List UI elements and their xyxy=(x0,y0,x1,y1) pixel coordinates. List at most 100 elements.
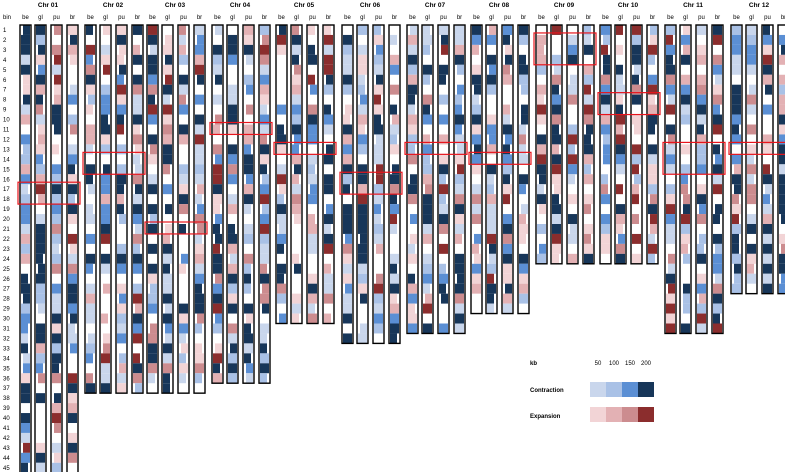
chromosome-title: Chr 09 xyxy=(554,2,575,9)
heatmap-cell xyxy=(21,452,30,463)
heatmap-cell xyxy=(618,233,625,244)
heatmap-cell xyxy=(360,233,367,244)
heatmap-cell xyxy=(292,154,301,165)
heatmap-cell xyxy=(487,224,496,234)
heatmap-cell xyxy=(294,64,301,75)
heatmap-cell xyxy=(537,44,544,55)
chromosome-title: Chr 02 xyxy=(103,2,124,9)
chromosome-title: Chr 11 xyxy=(683,2,703,9)
heatmap-cell xyxy=(133,263,142,274)
heatmap-cell xyxy=(423,74,430,85)
heatmap-cell xyxy=(519,253,528,264)
heatmap-cell xyxy=(537,34,546,45)
heatmap-cell xyxy=(228,164,237,175)
heatmap-cell xyxy=(681,164,690,175)
highlight-box xyxy=(273,141,337,155)
heatmap-cell xyxy=(215,313,222,324)
heatmap-cell xyxy=(163,94,170,105)
heatmap-cell xyxy=(374,204,381,215)
heatmap-cell xyxy=(489,25,496,35)
heatmap-cell xyxy=(101,44,110,55)
heatmap-cell xyxy=(683,194,690,205)
heatmap-cell xyxy=(246,54,253,65)
heatmap-cell xyxy=(648,164,657,175)
heatmap-cell xyxy=(781,214,785,224)
heatmap-cell xyxy=(228,303,237,314)
heatmap-cell xyxy=(390,224,397,234)
heatmap-cell xyxy=(163,84,172,95)
heatmap-cell xyxy=(36,393,45,404)
heatmap-cell xyxy=(747,154,754,165)
bin-label: 8 xyxy=(3,98,7,104)
heatmap-cell xyxy=(23,84,30,95)
heatmap-cell xyxy=(390,313,399,324)
heatmap-cell xyxy=(52,184,61,195)
heatmap-cell xyxy=(165,74,172,85)
heatmap-cell xyxy=(38,303,45,314)
heatmap-cell xyxy=(163,273,172,284)
heatmap-cell xyxy=(554,184,561,195)
heatmap-cell xyxy=(179,34,186,45)
heatmap-cell xyxy=(697,74,706,85)
heatmap-cell xyxy=(734,164,741,175)
heatmap-cell xyxy=(343,333,352,344)
heatmap-cell xyxy=(441,34,448,45)
heatmap-cell xyxy=(21,214,30,224)
heatmap-cell xyxy=(277,233,286,244)
heatmap-cell xyxy=(117,184,124,195)
chromosome-title: Chr 07 xyxy=(425,2,446,9)
heatmap-cell xyxy=(38,64,45,75)
heatmap-cell xyxy=(101,224,110,234)
bin-header: bin xyxy=(3,15,11,21)
heatmap-cell xyxy=(52,174,61,185)
heatmap-cell xyxy=(117,144,126,155)
heatmap-cell xyxy=(616,94,623,105)
heatmap-cell xyxy=(86,144,93,155)
heatmap-cell xyxy=(408,54,417,65)
heatmap-cell xyxy=(601,74,610,85)
heatmap-cell xyxy=(101,104,110,115)
heatmap-cell xyxy=(455,224,464,234)
heatmap-cell xyxy=(21,64,30,75)
heatmap-cell xyxy=(648,114,657,125)
heatmap-cell xyxy=(213,243,220,254)
heatmap-cell xyxy=(101,144,110,155)
heatmap-cell xyxy=(133,54,142,65)
heatmap-cell xyxy=(163,283,172,294)
bin-label: 19 xyxy=(3,207,10,213)
heatmap-cell xyxy=(101,263,110,274)
heatmap-cell xyxy=(260,333,267,344)
heatmap-cell xyxy=(246,104,253,115)
heatmap-cell xyxy=(390,283,399,294)
heatmap-cell xyxy=(308,194,317,205)
heatmap-cell xyxy=(68,233,77,244)
bin-label: 6 xyxy=(3,78,7,84)
heatmap-cell xyxy=(148,353,157,364)
heatmap-cell xyxy=(713,164,722,175)
heatmap-cell xyxy=(455,233,462,244)
heatmap-cell xyxy=(697,283,706,294)
heatmap-cell xyxy=(584,224,593,234)
heatmap-cell xyxy=(568,253,577,264)
chromosome-track xyxy=(341,24,354,345)
heatmap-cell xyxy=(36,174,45,185)
heatmap-cell xyxy=(343,293,352,304)
heatmap-cell xyxy=(732,25,741,35)
heatmap-cell xyxy=(455,124,462,135)
heatmap-cell xyxy=(697,144,706,155)
heatmap-cell xyxy=(616,44,623,55)
bin-label: 25 xyxy=(3,267,10,273)
heatmap-cell xyxy=(487,303,494,314)
heatmap-cell xyxy=(487,263,496,274)
heatmap-cell xyxy=(668,134,675,145)
heatmap-cell xyxy=(408,124,417,135)
heatmap-cell xyxy=(277,204,286,215)
heatmap-cell xyxy=(505,134,512,145)
heatmap-cell xyxy=(117,34,126,45)
heatmap-cell xyxy=(148,104,157,115)
heatmap-cell xyxy=(179,303,188,314)
heatmap-cell xyxy=(472,273,481,284)
heatmap-cell xyxy=(36,343,45,354)
heatmap-cell xyxy=(408,44,417,55)
heatmap-cell xyxy=(763,273,772,284)
